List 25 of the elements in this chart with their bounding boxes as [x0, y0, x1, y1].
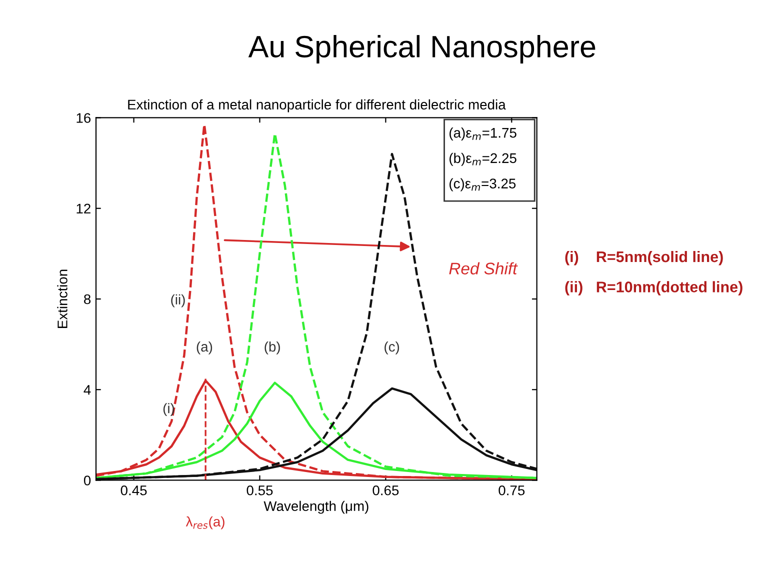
x-axis-title: Wavelength (μm)	[264, 500, 368, 514]
annotation: (c)	[384, 341, 400, 354]
text: (i) R=5nm(solid line)	[565, 250, 723, 266]
x-tick-label: 0.75	[498, 485, 525, 496]
y-tick-label: 16	[76, 113, 91, 123]
y-tick-label: 0	[84, 476, 91, 486]
x-tick-label: 0.65	[372, 485, 399, 496]
annotation: (c)ε$_{m}$=3.25	[450, 178, 516, 192]
annotation: (ii)	[171, 294, 185, 308]
annotation: (a)ε$_{m}$=1.75	[450, 128, 516, 140]
chart-title: Au Spherical Nanosphere	[248, 35, 596, 64]
y-tick-label: 8	[84, 294, 91, 304]
y-axis-title: Extinction	[57, 270, 68, 328]
x-tick-label: 0.45	[120, 485, 147, 496]
y-tick-label: 12	[76, 204, 90, 214]
ref-line-label: λ$_{res}$(a)	[186, 516, 224, 530]
text: (ii) R=10nm(dotted line)	[565, 281, 742, 296]
annotation: (b)ε$_{m}$=2.25	[450, 152, 516, 166]
y-tick-label: 4	[84, 385, 91, 395]
annotation: (a)	[196, 341, 212, 354]
annotation: Red Shift	[449, 262, 518, 274]
annotation: (i)	[163, 403, 174, 416]
chart-subtitle: Extinction of a metal nanoparticle for different dielectric media	[128, 99, 506, 112]
annotation: (b)	[264, 341, 280, 354]
x-tick-label: 0.55	[246, 485, 273, 496]
